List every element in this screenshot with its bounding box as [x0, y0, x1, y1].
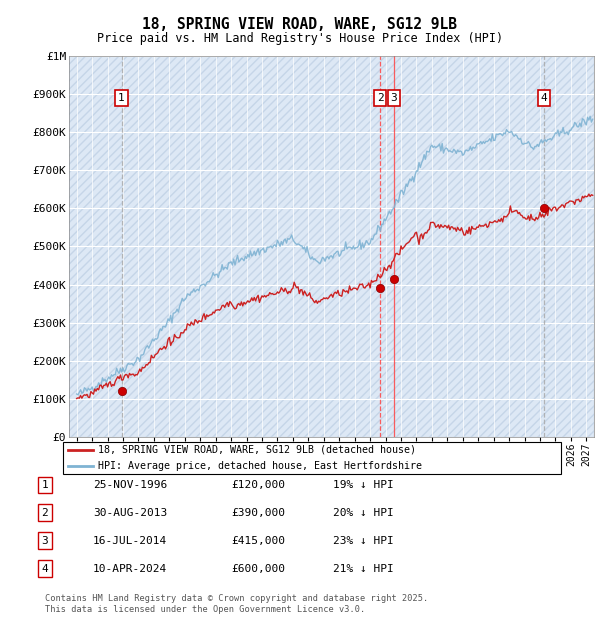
Text: 16-JUL-2014: 16-JUL-2014 [93, 536, 167, 546]
Text: 1: 1 [41, 480, 49, 490]
Text: 18, SPRING VIEW ROAD, WARE, SG12 9LB (detached house): 18, SPRING VIEW ROAD, WARE, SG12 9LB (de… [98, 445, 416, 455]
Text: 21% ↓ HPI: 21% ↓ HPI [333, 564, 394, 574]
Text: £415,000: £415,000 [231, 536, 285, 546]
Text: 2: 2 [41, 508, 49, 518]
Text: Contains HM Land Registry data © Crown copyright and database right 2025.
This d: Contains HM Land Registry data © Crown c… [45, 595, 428, 614]
Text: £120,000: £120,000 [231, 480, 285, 490]
Text: Price paid vs. HM Land Registry's House Price Index (HPI): Price paid vs. HM Land Registry's House … [97, 32, 503, 45]
Text: 19% ↓ HPI: 19% ↓ HPI [333, 480, 394, 490]
Text: 30-AUG-2013: 30-AUG-2013 [93, 508, 167, 518]
Text: 3: 3 [391, 93, 397, 103]
Text: 10-APR-2024: 10-APR-2024 [93, 564, 167, 574]
Text: £390,000: £390,000 [231, 508, 285, 518]
Text: £600,000: £600,000 [231, 564, 285, 574]
Text: HPI: Average price, detached house, East Hertfordshire: HPI: Average price, detached house, East… [98, 461, 422, 471]
Text: 18, SPRING VIEW ROAD, WARE, SG12 9LB: 18, SPRING VIEW ROAD, WARE, SG12 9LB [143, 17, 458, 32]
FancyBboxPatch shape [62, 442, 562, 474]
Text: 1: 1 [118, 93, 125, 103]
Text: 2: 2 [377, 93, 383, 103]
Text: 25-NOV-1996: 25-NOV-1996 [93, 480, 167, 490]
Text: 23% ↓ HPI: 23% ↓ HPI [333, 536, 394, 546]
Text: 20% ↓ HPI: 20% ↓ HPI [333, 508, 394, 518]
Text: 4: 4 [541, 93, 548, 103]
Text: 3: 3 [41, 536, 49, 546]
Text: 4: 4 [41, 564, 49, 574]
